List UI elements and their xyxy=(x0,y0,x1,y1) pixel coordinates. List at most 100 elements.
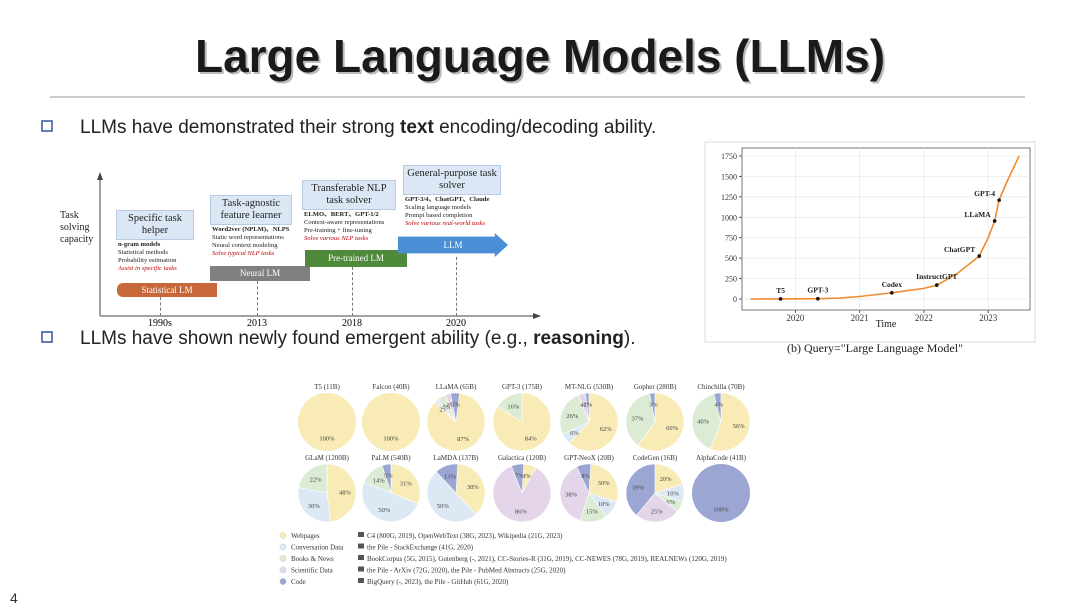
slice-label: 16% xyxy=(507,404,520,411)
y-tick-label: 1000 xyxy=(721,213,737,222)
slice-label: 38% xyxy=(565,492,578,499)
stage-item: Word2vec (NPLM)、NLPS xyxy=(212,226,290,233)
legend-sources: BookCorpus (5G, 2015), Gutenberg (-, 202… xyxy=(367,555,727,563)
slice-label: 50% xyxy=(437,503,450,510)
slice-label: 100% xyxy=(713,506,729,513)
year-label: 2020 xyxy=(446,318,466,329)
slice-label: 86% xyxy=(515,508,528,515)
source-icon xyxy=(358,566,364,572)
dashed-guide xyxy=(160,297,161,316)
x-axis-label: Time xyxy=(876,319,897,330)
pie-title: LaMDA (137B) xyxy=(434,454,480,462)
slice-label: 6% xyxy=(570,430,579,437)
chart-frame xyxy=(704,141,1036,343)
slice-label: 100% xyxy=(319,435,335,442)
slice-label: 4% xyxy=(714,402,723,409)
pie-slice xyxy=(435,463,459,494)
dashed-guide xyxy=(352,267,353,316)
y-tick-label: 750 xyxy=(725,234,737,243)
legend-sources: the Pile - ArXiv (72G, 2020), the Pile -… xyxy=(367,567,566,575)
stage-highlight: Solve various real-world tasks xyxy=(405,220,486,227)
legend-sources: the Pile - StackExchange (41G, 2020) xyxy=(367,544,474,552)
point-marker xyxy=(889,291,894,295)
slice-label: 3% xyxy=(649,402,658,409)
plot-area xyxy=(741,147,1031,311)
x-tick-label: 2021 xyxy=(851,313,869,323)
text: reasoning xyxy=(533,328,624,349)
text: encoding/decoding ability. xyxy=(434,117,657,138)
stage-highlight: Solve various NLP tasks xyxy=(304,235,369,242)
pie-title: Gopher (280B) xyxy=(634,383,677,391)
point-label: InstructGPT xyxy=(916,272,957,281)
slice-label: 14% xyxy=(373,477,386,484)
arrow-head xyxy=(97,172,103,180)
title-shadow: Large Language Models (LLMs) xyxy=(197,32,887,84)
stage-items: n-gram models Statistical methods Probabil… xyxy=(118,241,177,273)
slice-label: 87% xyxy=(457,436,470,443)
stage-bar: Neural LM xyxy=(210,266,310,281)
legend-swatch xyxy=(279,566,287,574)
pie-slice xyxy=(426,471,477,523)
pie-slice xyxy=(625,463,656,516)
slice-label: 4% xyxy=(580,402,589,409)
y-tick-label: 1250 xyxy=(721,193,737,202)
slice-label: 2% xyxy=(439,406,448,413)
point-marker xyxy=(816,296,820,301)
pie-slice xyxy=(559,394,590,435)
slice-label: 10% xyxy=(598,501,611,508)
pie-slice xyxy=(298,393,356,451)
legend-swatch xyxy=(279,532,287,539)
legend-swatch xyxy=(279,578,287,585)
slice-label: 7% xyxy=(515,473,524,480)
slice-label: 60% xyxy=(666,425,679,432)
pie-slice xyxy=(654,463,683,494)
pie-title: PaLM (540B) xyxy=(371,454,411,462)
slice-label: 40% xyxy=(697,418,710,425)
slice-label: 84% xyxy=(525,435,538,442)
dashed-guide xyxy=(257,281,258,316)
slice-label: 26% xyxy=(566,413,579,420)
point-label: GPT-3 xyxy=(807,286,828,295)
legend-label: Code xyxy=(291,578,306,586)
y-tick-label: 500 xyxy=(725,254,737,263)
pie-slice xyxy=(649,392,656,423)
slice-label: 3% xyxy=(447,402,456,409)
stage-item: Prompt based completion xyxy=(405,212,473,219)
legend-label: Books & News xyxy=(291,555,334,563)
stage-item: Static word representations xyxy=(212,234,284,241)
pie-slice xyxy=(568,392,619,452)
legend-sources: BigQuery (-, 2023), the Pile - GitHub (6… xyxy=(367,578,509,586)
point-marker xyxy=(934,283,939,287)
pie-slice xyxy=(381,463,392,494)
stage-item: Statistical methods xyxy=(118,249,168,256)
pie-slice xyxy=(510,463,525,494)
slice-label: 5% xyxy=(443,404,452,411)
text: ). xyxy=(624,328,636,349)
stage-bar: LLM xyxy=(398,233,508,257)
slice-label: 8% xyxy=(581,473,590,480)
stage-item: Scaling language models xyxy=(405,204,471,211)
x-tick-label: 2023 xyxy=(979,313,998,323)
stage-title: Transferable NLP task solver xyxy=(302,180,396,210)
title: Large Language Models (LLMs) xyxy=(195,30,885,82)
stage-title: Specific task helper xyxy=(116,210,194,240)
legend-swatch xyxy=(279,555,287,562)
source-icon xyxy=(358,555,364,560)
legend-sources: C4 (800G, 2019), OpenWebText (38G, 2023)… xyxy=(367,532,563,540)
pie-title: CodeGen (16B) xyxy=(633,454,678,462)
x-tick-label: 2020 xyxy=(786,313,805,323)
pie-slice xyxy=(326,463,357,523)
year-label: 2013 xyxy=(247,318,267,329)
stage-highlight: Solve typical NLP tasks xyxy=(212,250,275,257)
stage-item: n-gram models xyxy=(118,241,161,248)
stage-item: Context-aware representations xyxy=(304,219,385,226)
pie-slice xyxy=(692,464,750,522)
text: LLMs have shown newly found emergent abi… xyxy=(80,328,533,349)
slice-label: 39% xyxy=(632,484,645,491)
point-label: ChatGPT xyxy=(944,245,975,254)
point-label: Codex xyxy=(882,280,903,289)
slice-label: 48% xyxy=(339,489,352,496)
stage-items: ELMO、BERT、GPT-1/2 Context-aware represent… xyxy=(304,211,384,243)
year-label: 2018 xyxy=(342,318,362,329)
